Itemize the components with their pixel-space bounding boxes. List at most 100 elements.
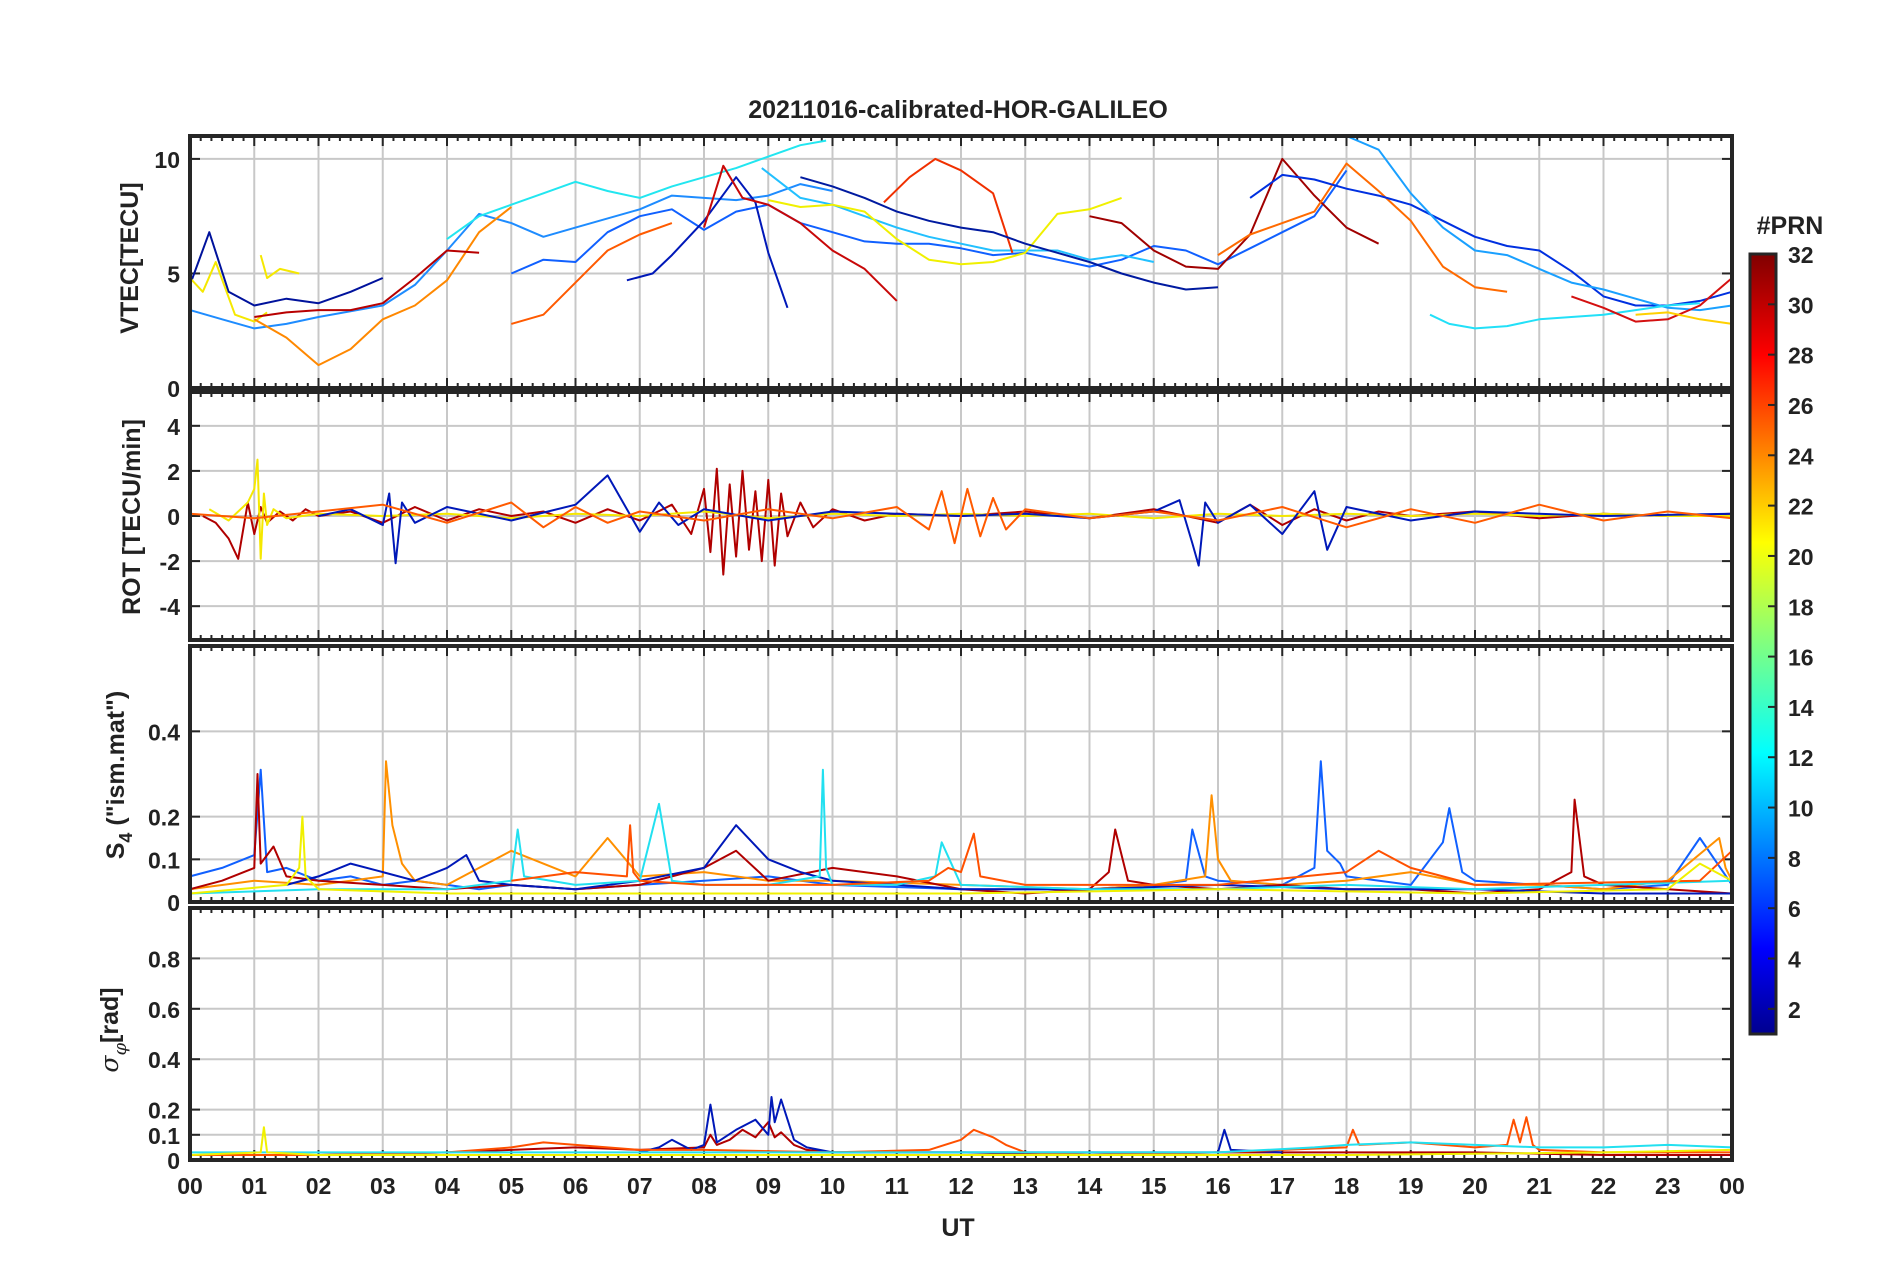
- colorbar-tick-label: 2: [1788, 997, 1801, 1023]
- series-line-prn-20: [259, 254, 300, 279]
- colorbar-label: #PRN: [1757, 212, 1824, 240]
- chart-title: 20211016-calibrated-HOR-GALILEO: [748, 96, 1168, 124]
- sigma-yticks: 00.10.2 0.4 0.6 0.8: [148, 946, 180, 1174]
- sigma-ylabel-sub: φ: [110, 1043, 131, 1056]
- colorbar-tick-label: 6: [1788, 896, 1801, 922]
- x-tick-label: 00: [177, 1173, 203, 1199]
- s4-series: [188, 644, 1734, 904]
- rot-yticks: -4 -2 0 2 4: [160, 414, 181, 620]
- vtec-axes-box: [188, 134, 1734, 390]
- colorbar-tick-label: 22: [1788, 494, 1814, 520]
- x-tick-label: 18: [1334, 1173, 1360, 1199]
- sigma-y-tick-label: 0.4: [148, 1047, 180, 1073]
- s4-ylabel-main: S: [102, 843, 130, 860]
- series-line-prn-31: [1089, 157, 1380, 270]
- colorbar-tick-label: 24: [1788, 443, 1814, 469]
- vtec-series: [188, 134, 1734, 390]
- sigma-ylabel-main: σ: [95, 1055, 124, 1073]
- x-tick-label: 22: [1591, 1173, 1617, 1199]
- series-line-prn-13: [446, 139, 827, 240]
- x-tick-label: 11: [885, 1173, 910, 1199]
- sigma-y-tick-label: 0: [167, 1148, 180, 1174]
- series-line-prn-25: [1217, 162, 1508, 293]
- series-line-prn-3: [189, 231, 384, 307]
- vtec-y-tick-label: 10: [154, 147, 180, 173]
- series-line-s4-prn-26: [511, 824, 1733, 886]
- s4-ylabel: S4 ("ism.mat"): [102, 691, 136, 860]
- vtec-y-tick-label: 0: [167, 376, 180, 402]
- s4-axes-box: [188, 644, 1734, 904]
- sigma-ylabel: σφ[rad]: [95, 987, 131, 1072]
- sigma-y-tick-label: 0.2: [148, 1098, 180, 1124]
- vtec-y-tick-label: 5: [167, 261, 180, 287]
- x-tick-label: 06: [563, 1173, 589, 1199]
- sigma-ylabel-rest: [rad]: [96, 987, 124, 1043]
- colorbar-tick-label: 8: [1788, 846, 1801, 872]
- rot-ylabel: ROT [TECU/min]: [118, 419, 146, 615]
- sigma-y-tick-label: 0.1: [148, 1123, 180, 1149]
- s4-ylabel-rest: ("ism.mat"): [102, 691, 130, 833]
- series-line-prn-10: [1314, 135, 1733, 312]
- x-tick-label: 23: [1655, 1173, 1681, 1199]
- s4-y-tick-label: 0.1: [148, 847, 180, 873]
- x-tick-label: 04: [434, 1173, 460, 1199]
- x-tick-label: 10: [820, 1173, 846, 1199]
- colorbar-tick-label: 30: [1788, 292, 1814, 318]
- series-line-prn-28: [1571, 277, 1733, 323]
- sigma-grid: [189, 908, 1733, 1161]
- s4-grid: [189, 646, 1733, 903]
- x-tick-label: 03: [370, 1173, 396, 1199]
- x-tick-label: 21: [1526, 1173, 1552, 1199]
- sigma-y-tick-label: 0.6: [148, 997, 180, 1023]
- series-line-s4-prn-3: [286, 824, 1732, 895]
- colorbar-tick-label: 16: [1788, 645, 1814, 671]
- colorbar-tick-label: 28: [1788, 343, 1814, 369]
- panel-vtec: 0 5 10 VTEC[TECU]: [116, 134, 1734, 402]
- rot-y-tick-label: -2: [160, 549, 180, 575]
- series-line-prn-29: [703, 164, 898, 302]
- series-line-prn-5: [626, 176, 789, 309]
- series-line-rot-prn-29: [202, 467, 1733, 576]
- x-tick-label: 13: [1012, 1173, 1038, 1199]
- colorbar-tick-label: 32: [1788, 242, 1814, 268]
- series-line-prn-8: [510, 169, 1348, 275]
- colorbar-tick-label: 20: [1788, 544, 1814, 570]
- sigma-y-tick-label: 0.8: [148, 946, 180, 972]
- series-line-prn-30: [254, 249, 480, 318]
- rot-y-tick-label: 4: [167, 414, 180, 440]
- series-line--prn-21: [189, 1126, 1733, 1156]
- s4-y-tick-label: 0: [167, 890, 180, 916]
- colorbar-gradient: [1748, 252, 1778, 1036]
- colorbar-tick-label: 10: [1788, 796, 1814, 822]
- series-line-prn-9: [189, 183, 833, 330]
- x-tick-label: 14: [1077, 1173, 1103, 1199]
- x-tick-label: 16: [1205, 1173, 1231, 1199]
- s4-y-tick-label: 0.4: [148, 719, 180, 745]
- panel-rot: -4 -2 0 2 4 ROT [TECU/min]: [118, 390, 1734, 642]
- series-line-prn-2: [800, 176, 1219, 291]
- panel-s4: 0 0.1 0.2 0.4 S4 ("ism.mat"): [102, 644, 1734, 916]
- x-tick-label: 00: [1719, 1173, 1745, 1199]
- x-tick-label: 08: [691, 1173, 717, 1199]
- colorbar-tick-label: 12: [1788, 745, 1814, 771]
- x-tick-label: 02: [306, 1173, 332, 1199]
- x-tick-label: 09: [755, 1173, 781, 1199]
- rot-axes-box: [188, 390, 1734, 642]
- series-line-prn-26: [511, 222, 673, 325]
- colorbar-tick-label: 4: [1788, 947, 1801, 973]
- series-line-s4-prn-20: [189, 815, 1733, 895]
- series-line-prn-19: [1635, 311, 1733, 325]
- x-tick-label: 20: [1462, 1173, 1488, 1199]
- x-axis-label: UT: [941, 1214, 974, 1242]
- x-tick-label: 07: [627, 1173, 653, 1199]
- vtec-yticks: 0 5 10: [154, 147, 180, 402]
- x-tick-label: 19: [1398, 1173, 1424, 1199]
- x-tick-label: 17: [1269, 1173, 1295, 1199]
- s4-ylabel-sub: 4: [116, 833, 136, 843]
- s4-yticks: 0 0.1 0.2 0.4: [148, 719, 180, 916]
- panel-sigma-phi: 00.10.2 0.4 0.6 0.8 σφ[rad]: [95, 906, 1734, 1174]
- series-line-prn-12: [1429, 302, 1700, 330]
- x-tick-label: 01: [241, 1173, 267, 1199]
